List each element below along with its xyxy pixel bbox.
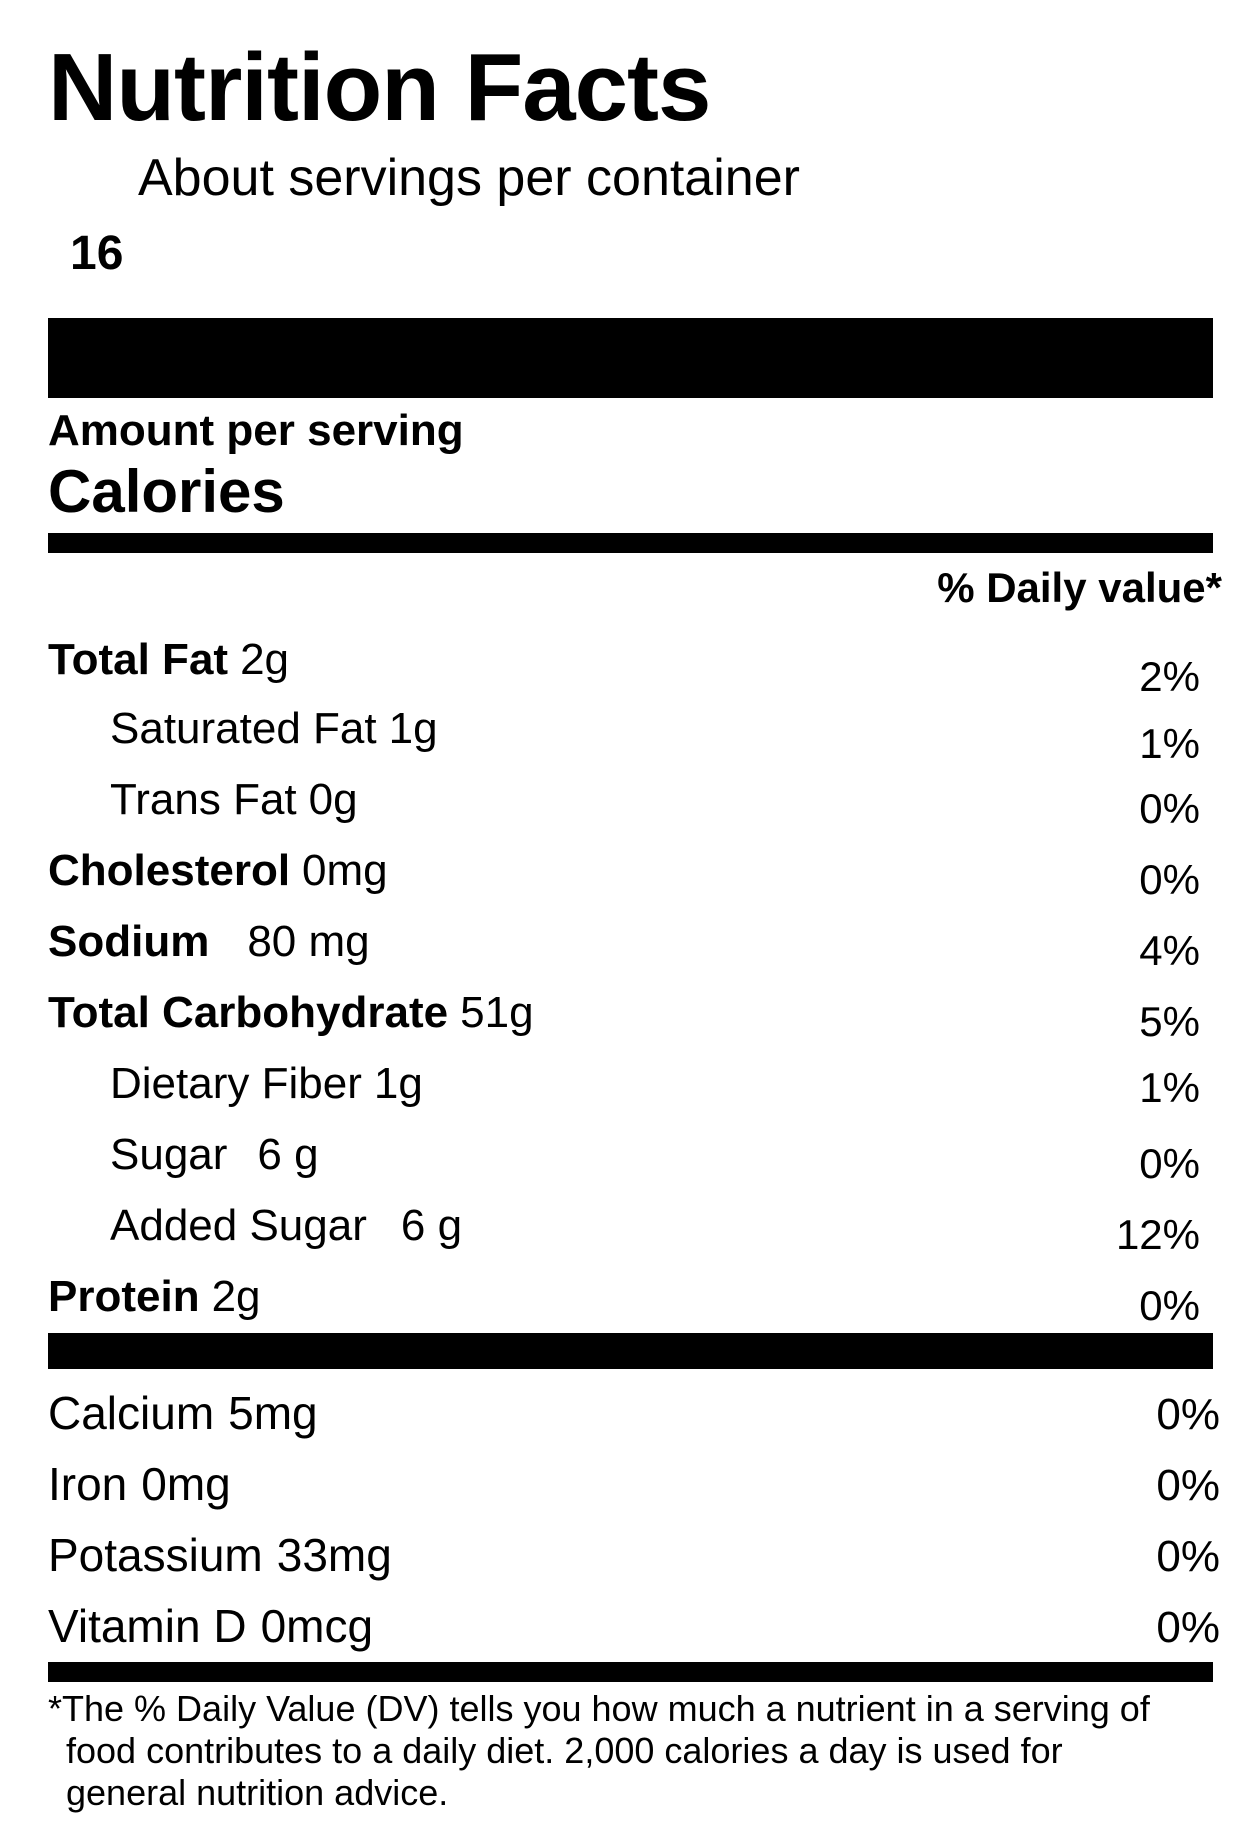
nutrient-amount: 51g (460, 988, 534, 1037)
nutrient-name: Sodium (48, 917, 210, 966)
mineral-row-calcium: Calcium 5mg (48, 1390, 318, 1436)
nutrient-amount: 2g (240, 635, 290, 684)
nutrient-row-trans-fat: Trans Fat 0g (110, 778, 358, 822)
nutrient-dv-cholesterol: 0% (1139, 856, 1200, 903)
nutrient-dv-total-fat: 2% (1139, 653, 1200, 700)
mineral-name: Calcium (48, 1387, 215, 1439)
daily-value-footnote: *The % Daily Value (DV) tells you how mu… (48, 1688, 1218, 1814)
nutrient-amount: 1g (373, 1059, 423, 1108)
mineral-amount: 0mcg (260, 1600, 374, 1652)
nutrient-dv-protein: 0% (1139, 1282, 1200, 1329)
nutrient-name: Added Sugar (110, 1201, 367, 1250)
nutrient-row-added-sugar: Added Sugar 6 g (110, 1204, 462, 1248)
amount-per-serving-label: Amount per serving (48, 406, 464, 455)
mineral-name: Iron (48, 1458, 128, 1510)
nutrient-name: Total Fat (48, 635, 229, 684)
nutrient-row-sodium: Sodium 80 mg (48, 920, 370, 964)
nutrient-dv-added-sugar: 12% (1115, 1211, 1200, 1258)
mineral-dv-vitamin-d: 0% (1156, 1603, 1220, 1652)
nutrient-amount: 0mg (302, 846, 388, 895)
divider-below-calories (48, 533, 1213, 553)
servings-count: 16 (70, 227, 124, 280)
nutrient-amount: 2g (211, 1272, 261, 1321)
mineral-amount: 5mg (228, 1387, 318, 1439)
nutrient-amount: 0g (308, 775, 358, 824)
mineral-name: Potassium (48, 1529, 263, 1581)
nutrient-name: Trans Fat (110, 775, 297, 824)
footnote-line-1: *The % Daily Value (DV) tells you how mu… (48, 1688, 1150, 1729)
mineral-amount: 0mg (141, 1458, 231, 1510)
mineral-row-vitamin-d: Vitamin D 0mcg (48, 1603, 373, 1649)
nutrient-name: Cholesterol (48, 846, 291, 895)
thick-divider-middle (48, 1333, 1213, 1369)
nutrient-dv-total-carbohydrate: 5% (1139, 998, 1200, 1045)
nutrient-row-total-carbohydrate: Total Carbohydrate 51g (48, 991, 534, 1035)
nutrient-name: Protein (48, 1272, 200, 1321)
mineral-dv-calcium: 0% (1156, 1390, 1220, 1439)
daily-value-header: % Daily value* (937, 564, 1222, 611)
divider-above-footnote (48, 1662, 1213, 1682)
nutrient-row-saturated-fat: Saturated Fat 1g (110, 707, 438, 751)
nutrient-row-sugar: Sugar 6 g (110, 1133, 319, 1177)
servings-per-container-text: About servings per container (138, 149, 800, 207)
label-title: Nutrition Facts (48, 34, 711, 141)
nutrient-amount: 80 mg (247, 917, 370, 966)
nutrient-name: Dietary Fiber (110, 1059, 362, 1108)
nutrient-row-dietary-fiber: Dietary Fiber 1g (110, 1062, 423, 1106)
mineral-row-potassium: Potassium 33mg (48, 1532, 392, 1578)
mineral-name: Vitamin D (48, 1600, 247, 1652)
mineral-row-iron: Iron 0mg (48, 1461, 231, 1507)
nutrient-dv-dietary-fiber: 1% (1139, 1064, 1200, 1111)
nutrient-row-cholesterol: Cholesterol 0mg (48, 849, 388, 893)
nutrient-name: Saturated Fat (110, 704, 377, 753)
nutrient-dv-saturated-fat: 1% (1139, 720, 1200, 767)
thick-divider-top (48, 318, 1213, 398)
nutrient-row-protein: Protein 2g (48, 1275, 261, 1319)
nutrient-dv-trans-fat: 0% (1139, 785, 1200, 832)
calories-label: Calories (48, 458, 285, 525)
nutrient-amount: 1g (388, 704, 438, 753)
nutrient-name: Sugar (110, 1130, 228, 1179)
nutrient-amount: 6 g (257, 1130, 319, 1179)
mineral-dv-potassium: 0% (1156, 1532, 1220, 1581)
nutrient-dv-sodium: 4% (1139, 927, 1200, 974)
footnote-line-3: general nutrition advice. (66, 1772, 449, 1813)
mineral-amount: 33mg (276, 1529, 392, 1581)
nutrient-row-total-fat: Total Fat 2g (48, 638, 289, 682)
footnote-line-2: food contributes to a daily diet. 2,000 … (66, 1730, 1063, 1771)
mineral-dv-iron: 0% (1156, 1461, 1220, 1510)
nutrient-dv-sugar: 0% (1139, 1140, 1200, 1187)
nutrient-name: Total Carbohydrate (48, 988, 449, 1037)
nutrient-amount: 6 g (400, 1201, 463, 1250)
